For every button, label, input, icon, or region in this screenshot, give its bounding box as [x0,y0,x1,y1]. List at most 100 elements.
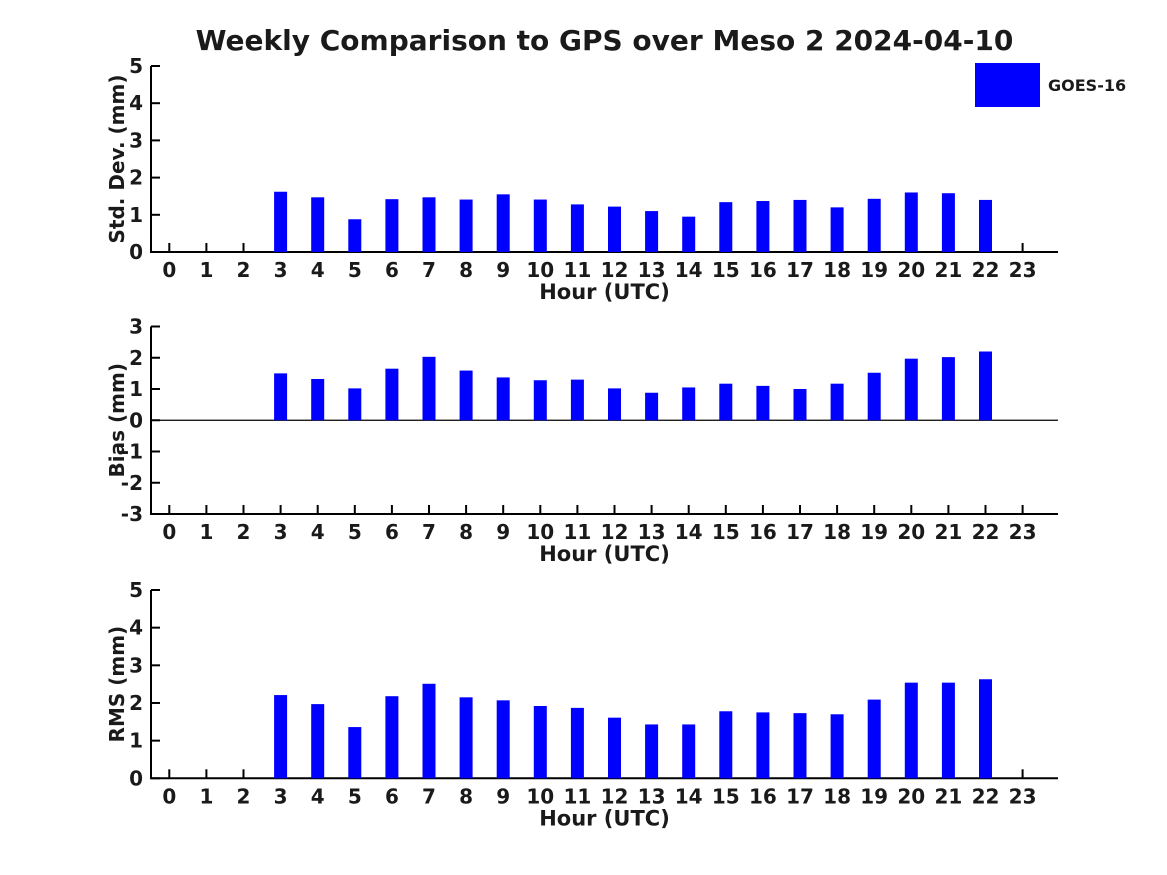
bar-hour-4 [311,379,325,421]
x-tick-label: 7 [422,258,436,282]
x-tick-label: 18 [823,520,851,544]
bar-hour-21 [941,193,955,252]
x-axis-label: Hour (UTC) [539,806,670,830]
bar-hour-16 [756,201,770,252]
bar-hour-6 [385,696,399,779]
bar-hour-3 [274,373,288,421]
x-tick-label: 21 [934,520,962,544]
bar-hour-18 [830,207,844,252]
bar-hour-10 [533,380,547,421]
bar-hour-20 [904,192,918,252]
x-tick-label: 20 [897,520,925,544]
bar-hour-14 [682,216,696,252]
bar-hour-3 [274,695,288,779]
x-tick-label: 7 [422,520,436,544]
x-tick-label: 5 [348,258,362,282]
y-tick-label: 5 [129,54,143,78]
x-tick-label: 18 [823,258,851,282]
bar-hour-17 [793,389,807,421]
bar-hour-21 [941,357,955,421]
bar-hour-15 [719,383,733,421]
bar-hour-12 [608,388,621,421]
x-tick-label: 15 [712,520,740,544]
x-tick-label: 14 [675,520,703,544]
bar-hour-8 [459,199,473,252]
bar-hour-22 [979,351,992,421]
x-tick-label: 9 [496,784,510,808]
bar-hour-10 [533,199,547,252]
x-tick-label: 5 [348,520,362,544]
bar-hour-11 [570,707,584,779]
bar-hour-7 [422,683,436,779]
x-tick-label: 12 [601,520,629,544]
y-tick-label: 3 [129,653,143,677]
y-tick-label: 0 [129,240,143,264]
x-tick-label: 19 [860,258,888,282]
x-tick-label: 11 [563,258,591,282]
x-tick-label: 16 [749,784,777,808]
bar-hour-13 [645,211,659,252]
x-tick-label: 8 [459,784,473,808]
bar-hour-7 [422,356,436,421]
x-tick-label: 5 [348,784,362,808]
x-tick-label: 20 [897,258,925,282]
x-tick-label: 0 [162,258,176,282]
bar-hour-18 [830,383,844,421]
x-tick-label: 11 [563,520,591,544]
x-tick-label: 23 [1009,258,1037,282]
bar-hour-16 [756,712,770,779]
y-tick-label: 2 [129,346,143,370]
x-tick-label: 23 [1009,520,1037,544]
x-axis-label: Hour (UTC) [539,280,670,304]
x-tick-label: 16 [749,258,777,282]
x-tick-label: 19 [860,784,888,808]
y-tick-label: 5 [129,578,143,602]
x-axis-label: Hour (UTC) [539,542,670,566]
bar-hour-9 [496,194,510,252]
x-tick-label: 9 [496,520,510,544]
bar-hour-22 [979,679,992,779]
y-axis-label: RMS (mm) [105,626,129,743]
x-tick-label: 12 [601,258,629,282]
bar-hour-17 [793,199,807,252]
bar-hour-4 [311,704,325,779]
bar-hour-14 [682,387,696,421]
y-tick-label: -2 [121,471,143,495]
bar-hour-12 [608,206,621,252]
y-tick-label: 3 [129,315,143,339]
bar-hour-11 [570,204,584,252]
x-tick-label: 0 [162,520,176,544]
x-tick-label: 1 [199,258,213,282]
x-tick-label: 12 [601,784,629,808]
x-tick-label: 8 [459,258,473,282]
bar-hour-4 [311,197,325,252]
legend: GOES-16 [975,63,1126,107]
bar-hour-17 [793,713,807,779]
x-tick-label: 10 [526,258,554,282]
bar-hour-11 [570,379,584,421]
bar-hour-9 [496,700,510,779]
x-tick-label: 2 [237,520,251,544]
x-tick-label: 15 [712,258,740,282]
y-tick-label: 2 [129,691,143,715]
bar-hour-8 [459,370,473,421]
x-tick-label: 17 [786,784,814,808]
x-tick-label: 3 [274,520,288,544]
x-tick-label: 14 [675,258,703,282]
x-tick-label: 4 [311,258,325,282]
x-tick-label: 15 [712,784,740,808]
x-tick-label: 0 [162,784,176,808]
y-axis-label: Std. Dev. (mm) [105,75,129,244]
bar-hour-13 [645,392,659,421]
x-tick-label: 11 [563,784,591,808]
legend-swatch-goes-16 [975,63,1040,107]
bar-hour-3 [274,191,288,252]
bar-hour-16 [756,385,770,421]
x-tick-label: 22 [972,258,1000,282]
y-tick-label: 1 [129,377,143,401]
bar-hour-9 [496,377,510,421]
x-tick-label: 6 [385,784,399,808]
